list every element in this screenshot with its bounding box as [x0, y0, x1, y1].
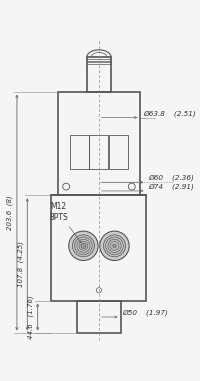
Text: Ø74    (2.91): Ø74 (2.91): [148, 183, 194, 190]
Text: Ø50    (1.97): Ø50 (1.97): [122, 309, 168, 316]
Text: Ø63.8    (2.51): Ø63.8 (2.51): [143, 110, 196, 117]
Bar: [51, 195, 146, 301]
Text: 44.6   (1.76): 44.6 (1.76): [27, 295, 34, 339]
Circle shape: [103, 235, 126, 257]
Circle shape: [72, 235, 94, 257]
Text: M12
8PTS: M12 8PTS: [49, 202, 81, 243]
Bar: [70, 135, 89, 169]
Bar: [109, 135, 128, 169]
Text: 203.6  (8): 203.6 (8): [7, 195, 13, 230]
Circle shape: [81, 243, 86, 248]
Circle shape: [69, 231, 98, 261]
Bar: [89, 135, 108, 169]
Bar: [87, 57, 111, 92]
Circle shape: [113, 244, 116, 248]
Bar: [58, 92, 140, 195]
Text: 107.8  (4.25): 107.8 (4.25): [17, 241, 24, 287]
Bar: [77, 301, 121, 333]
Text: Ø60    (2.36): Ø60 (2.36): [148, 175, 194, 181]
Circle shape: [100, 231, 129, 261]
